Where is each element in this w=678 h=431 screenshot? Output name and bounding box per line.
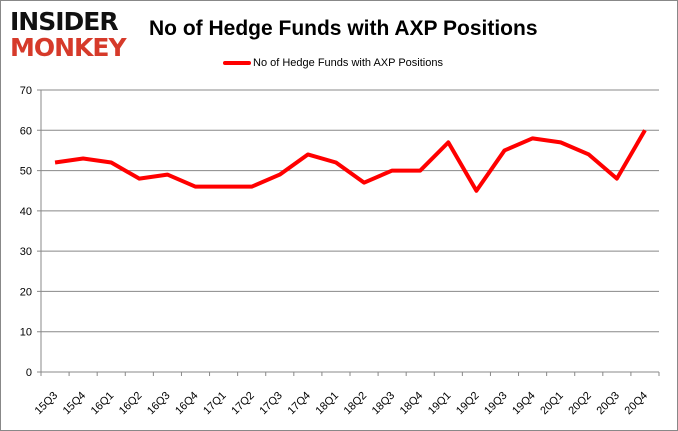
legend-label: No of Hedge Funds with AXP Positions [253,57,443,69]
logo-line1: INSIDER [10,7,119,36]
y-tick-label: 0 [26,367,32,379]
x-tick-label: 15Q4 [61,390,89,418]
chart-title: No of Hedge Funds with AXP Positions [149,17,538,40]
x-tick-label: 15Q3 [33,390,61,418]
y-tick-label: 30 [20,246,32,258]
logo-line2: MONKEY [10,33,127,62]
legend: No of Hedge Funds with AXP Positions [223,57,443,69]
x-tick-label: 20Q1 [538,390,566,418]
x-tick-label: 19Q1 [426,390,454,418]
x-tick-label: 16Q1 [89,390,117,418]
x-tick-label: 20Q3 [594,390,622,418]
x-tick-label: 18Q4 [398,390,426,418]
y-tick-label: 70 [20,85,32,97]
x-tick-label: 18Q3 [370,390,398,418]
y-tick-label: 20 [20,286,32,298]
y-tick-label: 40 [20,206,32,218]
x-tick-label: 18Q1 [314,390,342,418]
x-tick-label: 20Q4 [623,390,651,418]
legend-swatch [223,61,251,65]
x-tick-label: 19Q2 [454,390,482,418]
insider-monkey-logo: INSIDER MONKEY [10,7,127,62]
y-tick-label: 10 [20,327,32,339]
x-tick-label: 17Q1 [201,390,229,418]
x-tick-label: 17Q3 [257,390,285,418]
x-tick-label: 17Q2 [229,390,257,418]
x-tick-label: 16Q3 [145,390,173,418]
series-line [54,129,647,193]
y-tick-label: 50 [20,166,32,178]
x-tick-label: 18Q2 [342,390,370,418]
x-tick-label: 19Q3 [482,390,510,418]
x-tick-label: 19Q4 [510,390,538,418]
x-tick-label: 20Q2 [566,390,594,418]
y-tick-label: 60 [20,125,32,137]
x-tick-label: 17Q4 [285,390,313,418]
x-tick-label: 16Q2 [117,390,145,418]
x-tick-label: 16Q4 [173,390,201,418]
